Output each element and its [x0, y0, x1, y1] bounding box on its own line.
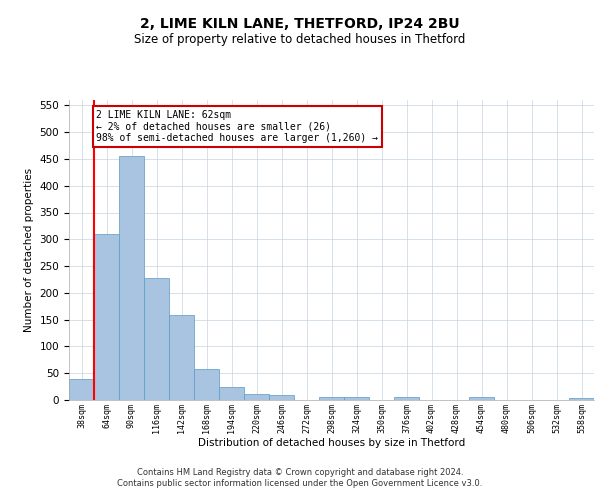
Bar — [269, 395, 294, 400]
Bar — [319, 398, 344, 400]
Bar — [169, 316, 194, 400]
X-axis label: Distribution of detached houses by size in Thetford: Distribution of detached houses by size … — [198, 438, 465, 448]
Bar — [119, 156, 144, 400]
Bar — [469, 398, 494, 400]
Text: Contains HM Land Registry data © Crown copyright and database right 2024.
Contai: Contains HM Land Registry data © Crown c… — [118, 468, 482, 487]
Y-axis label: Number of detached properties: Number of detached properties — [24, 168, 34, 332]
Bar — [569, 398, 594, 400]
Bar — [69, 378, 94, 400]
Bar — [194, 370, 219, 400]
Text: Size of property relative to detached houses in Thetford: Size of property relative to detached ho… — [134, 32, 466, 46]
Bar — [219, 386, 244, 400]
Text: 2, LIME KILN LANE, THETFORD, IP24 2BU: 2, LIME KILN LANE, THETFORD, IP24 2BU — [140, 18, 460, 32]
Bar — [94, 234, 119, 400]
Bar — [244, 394, 269, 400]
Bar — [394, 398, 419, 400]
Bar — [144, 278, 169, 400]
Bar — [344, 398, 369, 400]
Text: 2 LIME KILN LANE: 62sqm
← 2% of detached houses are smaller (26)
98% of semi-det: 2 LIME KILN LANE: 62sqm ← 2% of detached… — [97, 110, 379, 144]
